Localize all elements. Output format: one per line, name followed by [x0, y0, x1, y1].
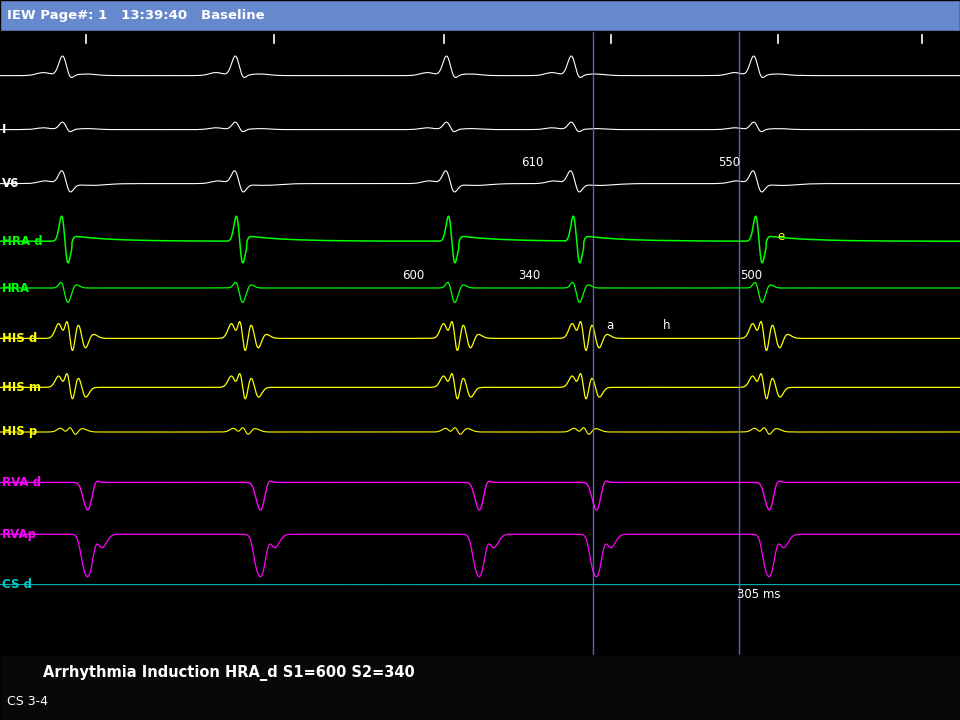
- Text: e: e: [778, 230, 785, 243]
- Text: HRA: HRA: [2, 282, 30, 294]
- Text: I: I: [2, 123, 7, 136]
- Text: 610: 610: [520, 156, 543, 168]
- Text: CS 3-4: CS 3-4: [7, 696, 48, 708]
- Text: 305 ms: 305 ms: [736, 588, 780, 600]
- Text: V6: V6: [2, 177, 19, 190]
- Text: h: h: [662, 319, 670, 332]
- Text: HRA d: HRA d: [2, 235, 42, 248]
- Text: HIS d: HIS d: [2, 332, 37, 345]
- FancyBboxPatch shape: [0, 655, 960, 720]
- Text: RVA d: RVA d: [2, 476, 41, 489]
- Text: HIS p: HIS p: [2, 426, 37, 438]
- Text: IEW Page#: 1   13:39:40   Baseline: IEW Page#: 1 13:39:40 Baseline: [7, 9, 264, 22]
- Text: a: a: [606, 319, 613, 332]
- Text: RVAp: RVAp: [2, 528, 36, 541]
- Text: CS d: CS d: [2, 578, 32, 591]
- Text: 600: 600: [401, 269, 424, 282]
- Text: 500: 500: [740, 269, 763, 282]
- Text: 340: 340: [517, 269, 540, 282]
- Text: Arrhythmia Induction HRA_d S1=600 S2=340: Arrhythmia Induction HRA_d S1=600 S2=340: [43, 665, 415, 681]
- Text: 550: 550: [718, 156, 741, 168]
- FancyBboxPatch shape: [0, 0, 960, 31]
- Text: HIS m: HIS m: [2, 381, 41, 394]
